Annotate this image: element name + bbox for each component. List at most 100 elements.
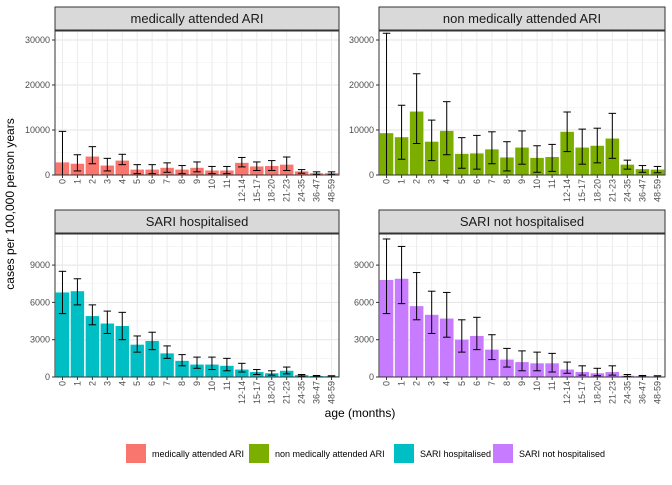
x-tick-label: 36-47 xyxy=(637,381,647,404)
y-tick-label: 20000 xyxy=(25,80,50,90)
legend-swatch xyxy=(126,444,146,463)
legend-label: SARI hospitalised xyxy=(420,449,491,459)
x-tick-label: 5 xyxy=(457,381,467,386)
x-tick-label: 8 xyxy=(177,179,187,184)
x-tick-label: 10 xyxy=(532,381,542,391)
y-tick-label: 0 xyxy=(369,170,374,180)
x-tick-label: 0 xyxy=(382,381,392,386)
x-tick-label: 48-59 xyxy=(327,381,337,404)
x-tick-label: 15-17 xyxy=(577,381,587,404)
x-tick-label: 5 xyxy=(132,381,142,386)
x-tick-label: 18-20 xyxy=(267,381,277,404)
x-tick-label: 1 xyxy=(72,179,82,184)
x-tick-label: 24-35 xyxy=(622,381,632,404)
x-tick-label: 24-35 xyxy=(297,179,307,202)
x-tick-label: 10 xyxy=(207,179,217,189)
x-tick-label: 36-47 xyxy=(637,179,647,202)
x-tick-label: 21-23 xyxy=(282,381,292,404)
x-tick-label: 3 xyxy=(102,179,112,184)
y-tick-label: 9000 xyxy=(354,260,374,270)
legend-swatch xyxy=(249,444,269,463)
x-tick-label: 10 xyxy=(207,381,217,391)
x-tick-label: 11 xyxy=(222,179,232,188)
y-tick-label: 6000 xyxy=(354,297,374,307)
x-tick-label: 7 xyxy=(162,179,172,184)
x-tick-label: 15-17 xyxy=(252,179,262,202)
x-tick-label: 1 xyxy=(72,381,82,386)
facet-title: SARI not hospitalised xyxy=(460,214,584,229)
x-tick-label: 21-23 xyxy=(282,179,292,202)
x-tick-label: 2 xyxy=(412,381,422,386)
y-tick-label: 0 xyxy=(45,170,50,180)
x-tick-label: 9 xyxy=(192,381,202,386)
facet-title: SARI hospitalised xyxy=(146,214,249,229)
x-tick-label: 7 xyxy=(487,381,497,386)
y-tick-label: 30000 xyxy=(349,35,374,45)
y-tick-label: 30000 xyxy=(25,35,50,45)
y-tick-label: 9000 xyxy=(30,260,50,270)
x-tick-label: 4 xyxy=(442,381,452,386)
y-tick-label: 0 xyxy=(369,372,374,382)
x-tick-label: 8 xyxy=(502,179,512,184)
x-tick-label: 24-35 xyxy=(297,381,307,404)
x-tick-label: 3 xyxy=(427,381,437,386)
y-tick-label: 10000 xyxy=(25,125,50,135)
x-tick-label: 2 xyxy=(412,179,422,184)
x-axis-title: age (months) xyxy=(325,406,396,420)
x-tick-label: 21-23 xyxy=(607,381,617,404)
y-tick-label: 0 xyxy=(45,372,50,382)
y-tick-label: 3000 xyxy=(30,335,50,345)
y-tick-label: 3000 xyxy=(354,335,374,345)
x-tick-label: 10 xyxy=(532,179,542,189)
x-tick-label: 6 xyxy=(472,381,482,386)
legend-swatch xyxy=(493,444,513,463)
x-tick-label: 36-47 xyxy=(312,179,322,202)
x-tick-label: 3 xyxy=(427,179,437,184)
x-tick-label: 12-14 xyxy=(562,179,572,202)
x-tick-label: 12-14 xyxy=(562,381,572,404)
x-tick-label: 5 xyxy=(132,179,142,184)
x-tick-label: 11 xyxy=(547,381,557,390)
x-tick-label: 4 xyxy=(117,179,127,184)
x-tick-label: 6 xyxy=(147,381,157,386)
x-tick-label: 36-47 xyxy=(312,381,322,404)
x-tick-label: 21-23 xyxy=(607,179,617,202)
x-tick-label: 12-14 xyxy=(237,381,247,404)
x-tick-label: 3 xyxy=(102,381,112,386)
x-tick-label: 6 xyxy=(472,179,482,184)
legend-label: non medically attended ARI xyxy=(275,449,385,459)
y-tick-label: 10000 xyxy=(349,125,374,135)
x-tick-label: 15-17 xyxy=(252,381,262,404)
x-tick-label: 11 xyxy=(222,381,232,390)
x-tick-label: 9 xyxy=(517,381,527,386)
x-tick-label: 8 xyxy=(177,381,187,386)
legend-swatch xyxy=(394,444,414,463)
x-tick-label: 1 xyxy=(397,179,407,184)
x-tick-label: 18-20 xyxy=(592,179,602,202)
x-tick-label: 11 xyxy=(547,179,557,188)
facet-title: non medically attended ARI xyxy=(443,11,601,26)
x-tick-label: 12-14 xyxy=(237,179,247,202)
y-tick-label: 20000 xyxy=(349,80,374,90)
x-tick-label: 5 xyxy=(457,179,467,184)
x-tick-label: 7 xyxy=(162,381,172,386)
x-tick-label: 6 xyxy=(147,179,157,184)
x-tick-label: 4 xyxy=(117,381,127,386)
x-tick-label: 48-59 xyxy=(652,381,662,404)
x-tick-label: 15-17 xyxy=(577,179,587,202)
x-tick-label: 4 xyxy=(442,179,452,184)
x-tick-label: 48-59 xyxy=(652,179,662,202)
facet-title: medically attended ARI xyxy=(131,11,264,26)
x-tick-label: 7 xyxy=(487,179,497,184)
x-tick-label: 48-59 xyxy=(327,179,337,202)
legend-label: SARI not hospitalised xyxy=(519,449,605,459)
x-tick-label: 8 xyxy=(502,381,512,386)
legend-label: medically attended ARI xyxy=(152,449,244,459)
x-tick-label: 0 xyxy=(382,179,392,184)
x-tick-label: 9 xyxy=(517,179,527,184)
x-tick-label: 0 xyxy=(57,179,67,184)
x-tick-label: 18-20 xyxy=(267,179,277,202)
x-tick-label: 24-35 xyxy=(622,179,632,202)
